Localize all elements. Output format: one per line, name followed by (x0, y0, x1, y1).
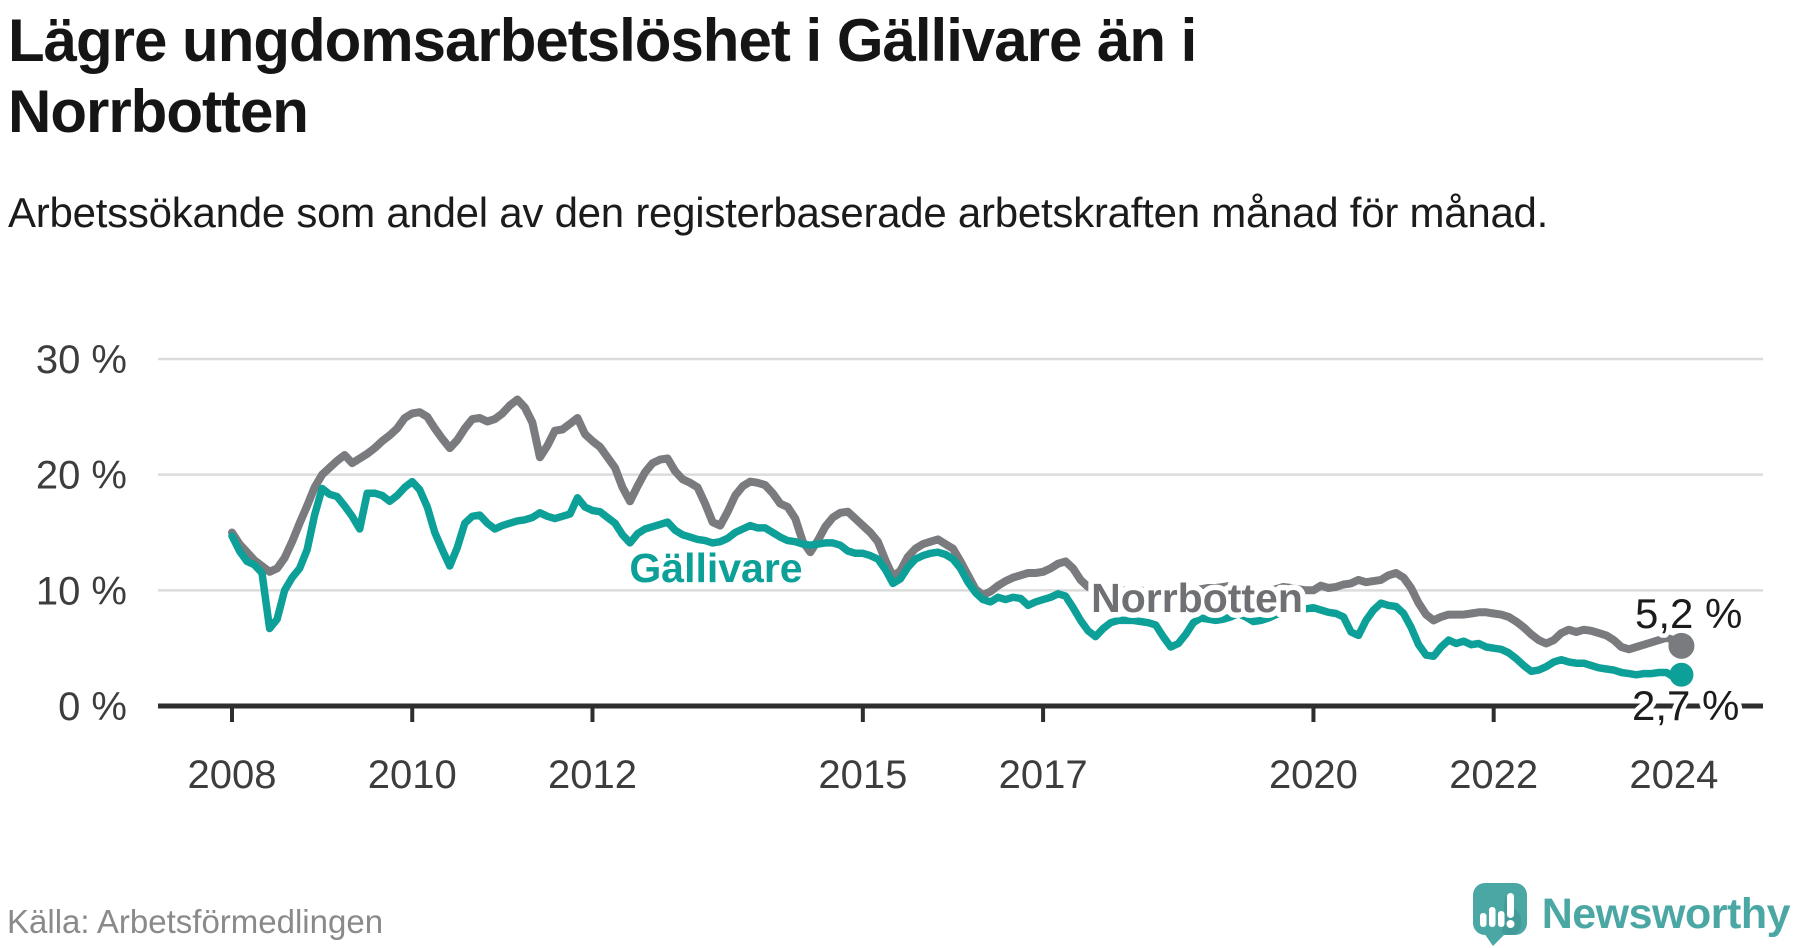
newsworthy-logo-text: Newsworthy (1541, 889, 1791, 938)
page-title: Lägre ungdomsarbetslöshet i Gällivare än… (8, 7, 1197, 145)
series-endpoint-dot-gällivare (1669, 662, 1694, 687)
chart-subtitle: Arbetssökande som andel av den registerb… (8, 189, 1549, 236)
x-axis-label: 2022 (1449, 753, 1538, 797)
source-label: Källa: Arbetsförmedlingen (7, 903, 384, 940)
series-line-norrbotten (228, 395, 1686, 654)
series-label-norrbotten: Norrbotten (1091, 575, 1303, 621)
series-endpoint-dot-norrbotten (1668, 632, 1695, 659)
series-line-gällivare (228, 477, 1686, 681)
x-axis-label: 2017 (999, 753, 1088, 797)
y-axis-label: 20 % (36, 454, 127, 498)
x-axis-label: 2024 (1629, 753, 1718, 797)
y-axis-label: 10 % (36, 569, 127, 613)
newsworthy-logo[interactable]: Newsworthy (1472, 882, 1791, 946)
x-axis-label: 2010 (368, 753, 457, 797)
end-value-label-gällivare: 2,7 % (1632, 682, 1739, 729)
y-axis-label: 0 % (58, 685, 127, 729)
end-value-label-norrbotten: 5,2 % (1635, 590, 1742, 637)
y-axis-label: 30 % (36, 338, 127, 382)
series-label-gällivare: Gällivare (629, 545, 802, 591)
x-axis-label: 2008 (188, 753, 277, 797)
x-axis-label: 2020 (1269, 753, 1358, 797)
x-axis-label: 2015 (818, 753, 907, 797)
x-axis-label: 2012 (548, 753, 637, 797)
newsworthy-logo-icon (1472, 883, 1527, 946)
